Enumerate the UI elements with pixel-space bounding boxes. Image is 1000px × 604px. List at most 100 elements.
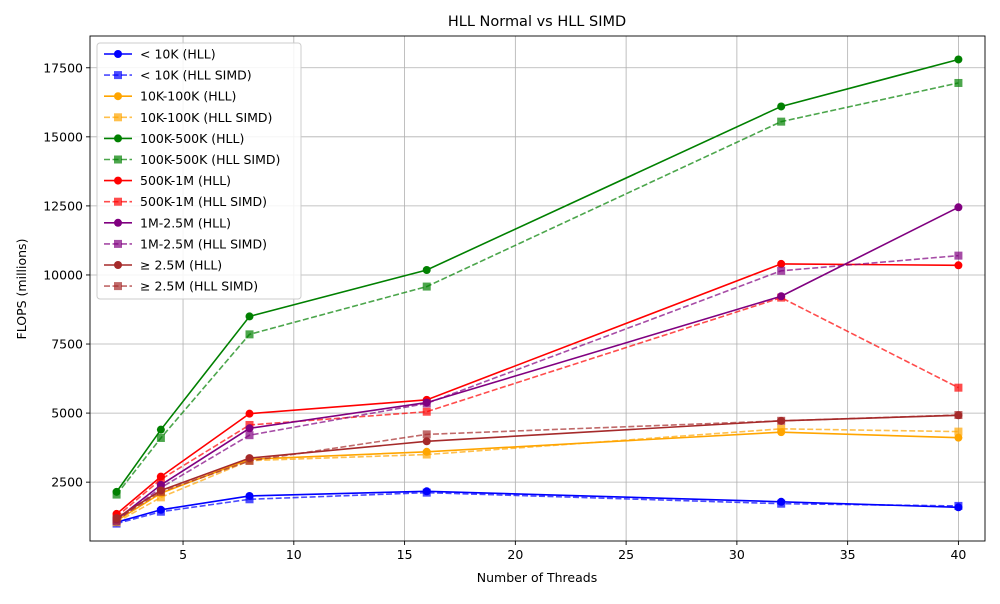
series-line: [116, 491, 959, 525]
x-tick-label: 35: [840, 547, 856, 562]
legend-marker: [114, 92, 122, 101]
data-point: [156, 433, 165, 442]
series: [112, 487, 963, 527]
data-point: [777, 259, 786, 268]
data-point: [954, 251, 963, 260]
legend-item: 500K-1M (HLL SIMD): [104, 194, 267, 209]
series-line: [116, 254, 959, 522]
series-line: [116, 296, 959, 518]
legend-label: 100K-500K (HLL): [140, 131, 244, 146]
data-point: [954, 501, 963, 510]
data-point: [245, 431, 254, 440]
data-point: [156, 425, 165, 434]
data-point: [777, 416, 786, 425]
data-point: [954, 383, 963, 392]
series-line: [116, 263, 959, 515]
legend-marker: [114, 113, 122, 122]
legend-marker: [114, 261, 122, 269]
y-tick-label: 10000: [43, 267, 83, 282]
data-point: [245, 409, 254, 418]
legend-label: < 10K (HLL): [140, 47, 216, 62]
legend-label: 10K-100K (HLL SIMD): [140, 110, 272, 125]
legend-marker: [114, 282, 122, 291]
y-tick-label: 5000: [51, 406, 83, 421]
y-axis-label: FLOPS (millions): [14, 239, 29, 340]
data-point: [245, 424, 254, 433]
series: [112, 428, 963, 525]
legend-marker: [114, 218, 122, 227]
data-point: [156, 475, 165, 484]
data-point: [422, 407, 431, 416]
data-point: [777, 499, 786, 508]
legend-item: 10K-100K (HLL): [104, 89, 236, 104]
legend-item: 500K-1M (HLL): [104, 173, 231, 188]
legend-label: ≥ 2.5M (HLL SIMD): [140, 279, 258, 294]
data-point: [954, 55, 963, 64]
y-tick-label: 12500: [43, 198, 83, 213]
legend-item: 100K-500K (HLL SIMD): [104, 152, 280, 167]
data-point: [954, 427, 963, 436]
legend-label: ≥ 2.5M (HLL): [140, 258, 222, 273]
legend: < 10K (HLL) < 10K (HLL SIMD) 10K-100K (HLL…: [96, 42, 302, 300]
y-tick-label: 2500: [51, 475, 83, 490]
chart-title: HLL Normal vs HLL SIMD: [448, 14, 626, 30]
series-line: [116, 431, 959, 522]
legend-label: 1M-2.5M (HLL): [140, 215, 231, 230]
y-tick-label: 7500: [51, 337, 83, 352]
data-point: [156, 493, 165, 502]
legend-item: 1M-2.5M (HLL SIMD): [104, 236, 267, 251]
data-point: [245, 312, 254, 321]
x-tick-label: 40: [950, 547, 966, 562]
x-tick-label: 25: [618, 547, 634, 562]
series-line: [115, 58, 959, 493]
series: [112, 411, 963, 523]
legend-marker: [114, 176, 122, 185]
legend-item: < 10K (HLL): [104, 47, 216, 62]
legend-marker: [114, 239, 122, 248]
x-tick-label: 15: [397, 547, 413, 562]
data-point: [422, 399, 431, 408]
x-tick-label: 20: [507, 547, 523, 562]
legend-box: [96, 42, 302, 300]
data-point: [245, 456, 254, 465]
legend-marker: [114, 71, 122, 80]
legend-label: 100K-500K (HLL SIMD): [140, 152, 280, 167]
data-point: [954, 203, 963, 212]
data-point: [777, 117, 786, 126]
y-tick-label: 17500: [43, 60, 83, 75]
legend-label: < 10K (HLL SIMD): [140, 68, 252, 83]
data-point: [954, 411, 963, 420]
data-point: [422, 282, 431, 291]
data-point: [777, 292, 786, 301]
legend-label: 500K-1M (HLL SIMD): [140, 194, 267, 209]
legend-marker: [114, 155, 122, 164]
legend-item: 1M-2.5M (HLL): [104, 215, 231, 230]
data-point: [422, 488, 431, 497]
series: [112, 411, 963, 524]
plot-frame: [89, 35, 986, 542]
axes: 5 10 15 20 25 30 35 40 2500 5000 7500 10000 12500 150…: [43, 35, 986, 562]
legend-item: 10K-100K (HLL SIMD): [104, 110, 272, 125]
data-point: [245, 330, 254, 339]
data-point: [156, 487, 165, 496]
data-point: [777, 424, 786, 433]
legend-label: 10K-100K (HLL): [140, 89, 236, 104]
data-point: [422, 437, 431, 446]
data-point: [954, 261, 963, 270]
data-point: [422, 430, 431, 439]
data-point: [422, 265, 431, 274]
series-line: [115, 82, 959, 496]
data-point: [777, 266, 786, 275]
legend-item: ≥ 2.5M (HLL SIMD): [104, 279, 258, 294]
data-point: [422, 450, 431, 459]
data-point: [112, 515, 121, 524]
series-line: [116, 206, 959, 521]
y-tick-label: 15000: [43, 129, 83, 144]
legend-marker: [114, 134, 122, 143]
x-axis-label: Number of Threads: [477, 570, 597, 585]
x-tick-label: 30: [729, 547, 745, 562]
legend-label: 1M-2.5M (HLL SIMD): [140, 236, 267, 251]
data-point: [112, 490, 121, 499]
